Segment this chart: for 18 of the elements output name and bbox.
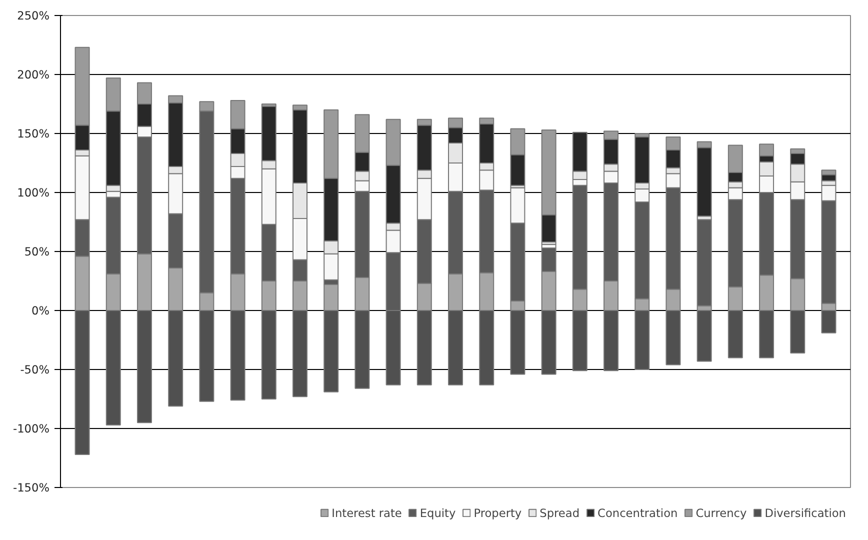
- legend-label: Property: [474, 506, 522, 520]
- y-tick-label: -100%: [13, 422, 50, 436]
- y-tick-label: 0%: [32, 304, 50, 318]
- bar: [696, 310, 712, 362]
- legend-label: Spread: [540, 506, 580, 520]
- bar: [696, 219, 712, 306]
- legend-label: Concentration: [598, 506, 678, 520]
- y-tick-label: -150%: [13, 480, 50, 494]
- y-tick-label: 50%: [24, 244, 50, 258]
- legend-label: Diversification: [764, 506, 846, 520]
- legend-label: Currency: [696, 506, 747, 520]
- y-tick-label: 200%: [17, 68, 50, 82]
- legend-label: Interest rate: [332, 506, 402, 520]
- y-tick-label: 100%: [17, 186, 50, 200]
- legend-label: Equity: [420, 506, 456, 520]
- y-tick-label: 150%: [17, 126, 50, 140]
- y-tick-label: -50%: [20, 362, 50, 376]
- y-tick-label: 250%: [17, 8, 50, 22]
